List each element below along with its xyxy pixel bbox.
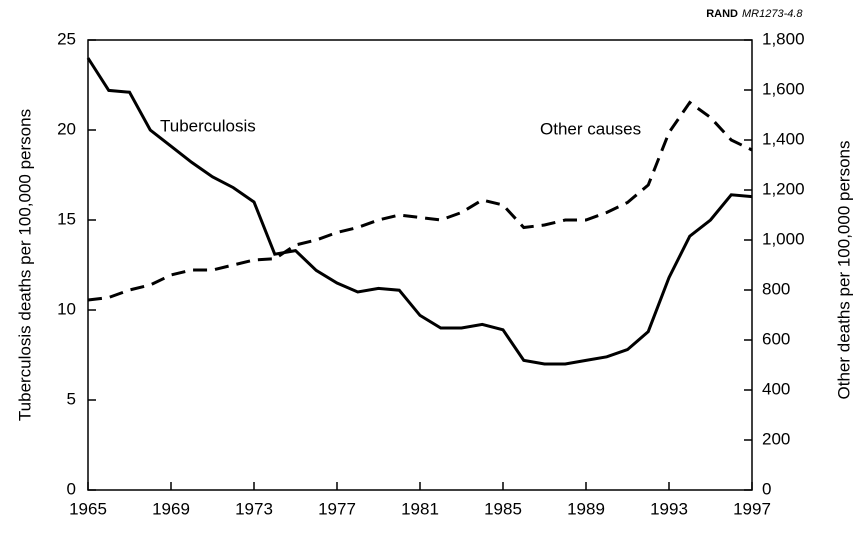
y2-tick-label: 1,400 — [762, 129, 805, 148]
x-tick-label: 1969 — [152, 499, 190, 518]
y2-tick-label: 1,200 — [762, 179, 805, 198]
x-tick-label: 1989 — [567, 499, 605, 518]
y2-tick-label: 800 — [762, 279, 790, 298]
series-label: Other causes — [540, 119, 641, 138]
y-axis-label: Tuberculosis deaths per 100,000 persons — [15, 109, 34, 421]
x-tick-label: 1993 — [650, 499, 688, 518]
y-tick-label: 5 — [67, 389, 76, 408]
y2-tick-label: 400 — [762, 379, 790, 398]
x-tick-label: 1981 — [401, 499, 439, 518]
series-line — [86, 57, 753, 366]
y2-tick-label: 0 — [762, 479, 771, 498]
series-label: Tuberculosis — [160, 116, 256, 135]
y-tick-label: 0 — [67, 479, 76, 498]
y2-tick-label: 1,000 — [762, 229, 805, 248]
x-tick-label: 1985 — [484, 499, 522, 518]
x-tick-label: 1997 — [733, 499, 771, 518]
y2-tick-label: 600 — [762, 329, 790, 348]
x-tick-label: 1977 — [318, 499, 356, 518]
y-tick-label: 15 — [57, 209, 76, 228]
x-tick-label: 1973 — [235, 499, 273, 518]
source-id: MR1273-4.8 — [742, 8, 803, 20]
source: RAND — [706, 8, 738, 20]
plot-frame — [87, 39, 753, 491]
y2-tick-label: 1,800 — [762, 29, 805, 48]
x-tick-label: 1965 — [69, 499, 107, 518]
y-tick-label: 20 — [57, 119, 76, 138]
y2-axis-label: Other deaths per 100,000 persons — [834, 141, 853, 400]
y-tick-label: 25 — [57, 29, 76, 48]
y-tick-label: 10 — [57, 299, 76, 318]
y2-tick-label: 1,600 — [762, 79, 805, 98]
series-line — [87, 100, 753, 302]
y2-tick-label: 200 — [762, 429, 790, 448]
